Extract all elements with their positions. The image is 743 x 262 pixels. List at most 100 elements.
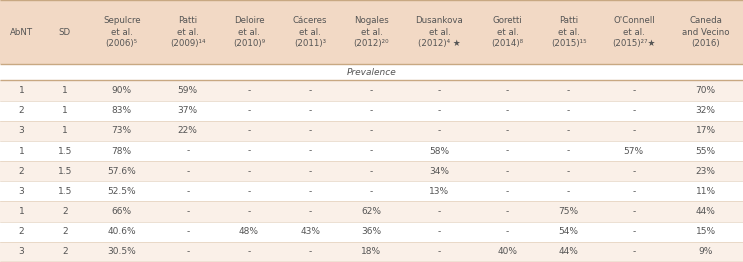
Text: -: - — [567, 126, 571, 135]
Text: Dusankova
et al.
(2012)⁴ ★: Dusankova et al. (2012)⁴ ★ — [415, 16, 464, 48]
Text: Nogales
et al.
(2012)²⁰: Nogales et al. (2012)²⁰ — [354, 16, 389, 48]
Text: 37%: 37% — [178, 106, 198, 115]
Text: 18%: 18% — [361, 247, 382, 256]
Text: -: - — [632, 187, 635, 196]
Text: -: - — [247, 167, 250, 176]
Bar — [0, 141, 743, 161]
Text: 3: 3 — [19, 126, 25, 135]
Bar — [0, 181, 743, 201]
Text: Patti
et al.
(2015)¹⁵: Patti et al. (2015)¹⁵ — [551, 16, 586, 48]
Text: 83%: 83% — [111, 106, 132, 115]
Text: -: - — [506, 187, 509, 196]
Text: 2: 2 — [62, 247, 68, 256]
Text: -: - — [632, 207, 635, 216]
Text: -: - — [506, 167, 509, 176]
Text: -: - — [632, 126, 635, 135]
Text: -: - — [186, 207, 189, 216]
Bar — [0, 101, 743, 121]
Text: -: - — [186, 146, 189, 156]
Text: 1: 1 — [62, 126, 68, 135]
Text: -: - — [438, 86, 441, 95]
Text: Sepulcre
et al.
(2006)⁵: Sepulcre et al. (2006)⁵ — [103, 16, 140, 48]
Text: -: - — [567, 187, 571, 196]
Text: 1: 1 — [62, 86, 68, 95]
Text: 3: 3 — [19, 187, 25, 196]
Text: 34%: 34% — [429, 167, 450, 176]
Text: Goretti
et al.
(2014)⁸: Goretti et al. (2014)⁸ — [491, 16, 523, 48]
Text: Caneda
and Vecino
(2016): Caneda and Vecino (2016) — [682, 16, 730, 48]
Text: Deloire
et al.
(2010)⁹: Deloire et al. (2010)⁹ — [233, 16, 265, 48]
Text: -: - — [308, 247, 312, 256]
Text: -: - — [247, 207, 250, 216]
Text: 59%: 59% — [178, 86, 198, 95]
Text: 1: 1 — [19, 146, 25, 156]
Text: 1: 1 — [19, 207, 25, 216]
Text: -: - — [370, 126, 373, 135]
Text: 90%: 90% — [111, 86, 132, 95]
Text: 2: 2 — [19, 227, 25, 236]
Text: -: - — [632, 227, 635, 236]
Text: -: - — [632, 106, 635, 115]
Text: 44%: 44% — [559, 247, 579, 256]
Text: 22%: 22% — [178, 126, 198, 135]
Text: -: - — [506, 86, 509, 95]
Text: 52.5%: 52.5% — [108, 187, 136, 196]
Text: 40.6%: 40.6% — [108, 227, 136, 236]
Text: -: - — [247, 126, 250, 135]
Text: -: - — [308, 187, 312, 196]
Text: 1.5: 1.5 — [58, 187, 72, 196]
Text: 23%: 23% — [695, 167, 716, 176]
Text: -: - — [308, 167, 312, 176]
Bar — [0, 0, 743, 64]
Text: -: - — [308, 106, 312, 115]
Text: 32%: 32% — [695, 106, 716, 115]
Text: 48%: 48% — [239, 227, 259, 236]
Text: 1.5: 1.5 — [58, 167, 72, 176]
Text: 2: 2 — [19, 167, 25, 176]
Text: 57%: 57% — [624, 146, 644, 156]
Text: -: - — [186, 167, 189, 176]
Text: Patti
et al.
(2009)¹⁴: Patti et al. (2009)¹⁴ — [170, 16, 206, 48]
Text: AbNT: AbNT — [10, 28, 33, 37]
Text: -: - — [438, 207, 441, 216]
Text: Cáceres
et al.
(2011)³: Cáceres et al. (2011)³ — [293, 16, 328, 48]
Text: -: - — [247, 247, 250, 256]
Bar — [0, 161, 743, 181]
Text: -: - — [186, 187, 189, 196]
Text: SD: SD — [59, 28, 71, 37]
Text: -: - — [506, 207, 509, 216]
Text: -: - — [567, 106, 571, 115]
Text: 44%: 44% — [695, 207, 716, 216]
Text: 1.5: 1.5 — [58, 146, 72, 156]
Text: 58%: 58% — [429, 146, 450, 156]
Text: 9%: 9% — [698, 247, 713, 256]
Text: 36%: 36% — [361, 227, 382, 236]
Text: 54%: 54% — [559, 227, 579, 236]
Text: -: - — [247, 146, 250, 156]
Bar — [0, 201, 743, 222]
Text: 75%: 75% — [559, 207, 579, 216]
Text: -: - — [567, 86, 571, 95]
Text: -: - — [567, 146, 571, 156]
Text: -: - — [506, 146, 509, 156]
Text: 73%: 73% — [111, 126, 132, 135]
Text: -: - — [308, 146, 312, 156]
Text: -: - — [308, 86, 312, 95]
Text: 78%: 78% — [111, 146, 132, 156]
Text: 13%: 13% — [429, 187, 450, 196]
Text: -: - — [247, 106, 250, 115]
Text: -: - — [506, 126, 509, 135]
Text: -: - — [370, 146, 373, 156]
Text: 55%: 55% — [695, 146, 716, 156]
Text: -: - — [632, 86, 635, 95]
Text: 1: 1 — [62, 106, 68, 115]
Text: -: - — [567, 167, 571, 176]
Text: 62%: 62% — [362, 207, 381, 216]
Text: 17%: 17% — [695, 126, 716, 135]
Text: Prevalence: Prevalence — [347, 68, 396, 77]
Text: -: - — [308, 207, 312, 216]
Bar — [0, 222, 743, 242]
Text: -: - — [438, 106, 441, 115]
Text: -: - — [370, 167, 373, 176]
Text: -: - — [438, 126, 441, 135]
